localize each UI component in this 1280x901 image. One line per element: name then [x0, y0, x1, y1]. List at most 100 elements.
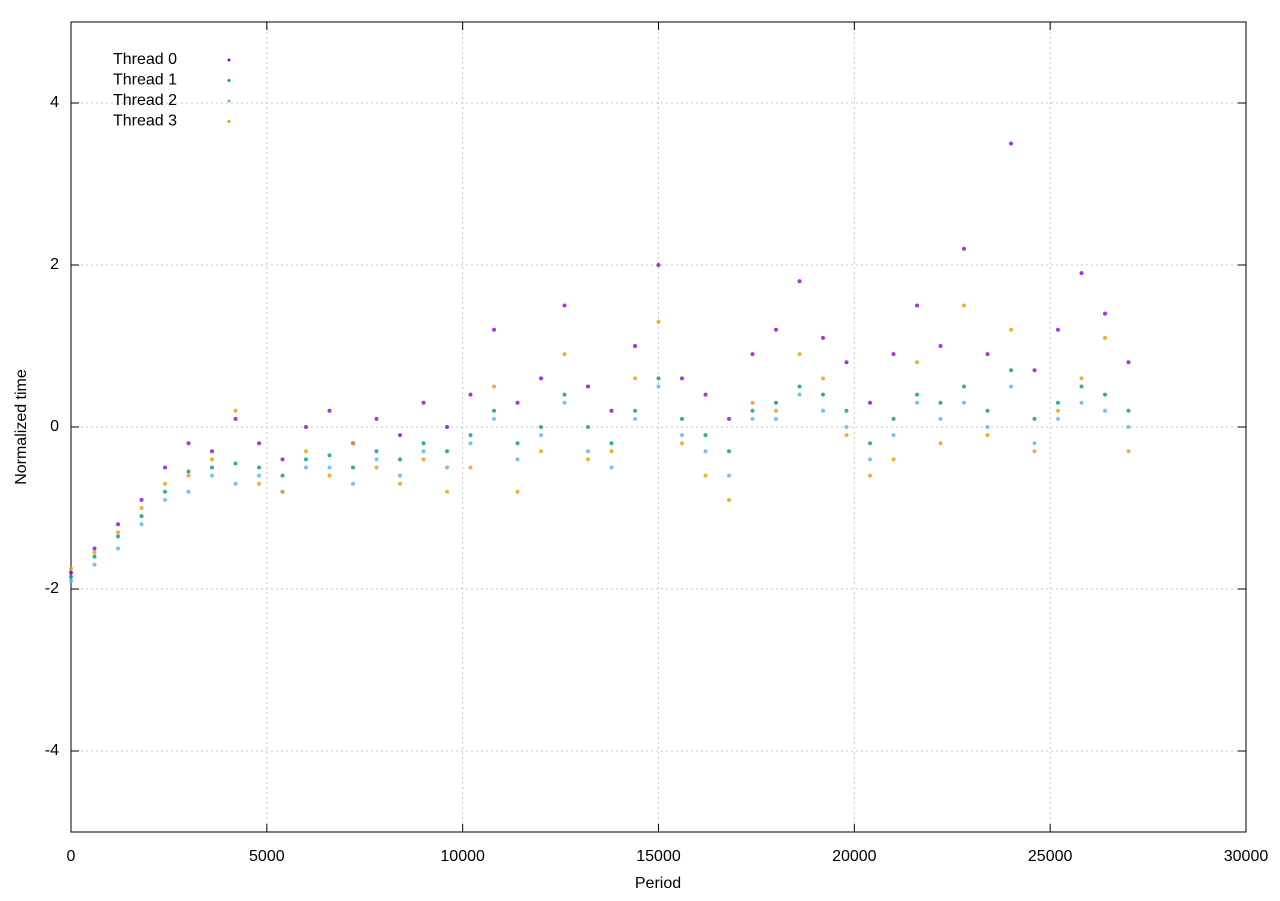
point [280, 473, 285, 478]
y-tick-label: 2 [50, 256, 59, 273]
point [398, 473, 402, 478]
point [304, 457, 308, 462]
point [139, 522, 144, 527]
legend-swatch [227, 79, 231, 82]
point [492, 327, 496, 332]
point [1126, 408, 1131, 413]
point [938, 441, 943, 446]
point [938, 416, 943, 421]
point [116, 530, 120, 535]
point [586, 384, 590, 389]
point [1126, 425, 1131, 429]
point [492, 408, 496, 413]
point [186, 489, 191, 494]
point [868, 473, 872, 478]
x-tick-label: 30000 [1224, 848, 1269, 865]
plot-frame [70, 21, 1247, 833]
point [774, 408, 778, 413]
point [280, 457, 285, 462]
legend-label: Thread 2 [113, 92, 177, 109]
point [1009, 368, 1013, 373]
point [586, 449, 590, 454]
point [304, 449, 308, 454]
point [515, 441, 520, 446]
point [1032, 441, 1037, 446]
point [1103, 408, 1107, 413]
point [515, 489, 520, 494]
point [750, 352, 755, 357]
point [69, 566, 73, 571]
point [1103, 335, 1107, 340]
point [186, 441, 191, 446]
point [210, 449, 214, 454]
point [351, 465, 355, 470]
point [774, 327, 778, 332]
y-tick-label: 0 [50, 418, 59, 435]
point [844, 425, 849, 429]
point [539, 425, 543, 429]
point [515, 400, 520, 405]
point [844, 360, 849, 365]
point [915, 360, 919, 365]
point [1056, 408, 1060, 413]
point [938, 344, 943, 348]
point [163, 465, 167, 470]
point [233, 461, 238, 466]
point [774, 416, 778, 421]
point [515, 457, 520, 462]
point [233, 416, 238, 421]
point [633, 376, 637, 381]
point [562, 352, 567, 357]
point [445, 489, 449, 494]
point [163, 481, 167, 486]
point [327, 408, 332, 413]
point [139, 497, 144, 502]
point [844, 408, 849, 413]
point [374, 457, 379, 462]
x-tick-label: 25000 [1028, 848, 1073, 865]
point [962, 384, 966, 389]
point [1079, 271, 1084, 276]
y-axis-label: Normalized time [13, 369, 30, 485]
point [1126, 449, 1131, 454]
point [915, 303, 919, 308]
point [468, 441, 473, 446]
point [633, 344, 637, 348]
point [1079, 384, 1084, 389]
point [445, 425, 449, 429]
point [821, 376, 825, 381]
x-axis-label: Period [635, 875, 681, 892]
point [985, 408, 990, 413]
point [186, 469, 191, 474]
point [1079, 400, 1084, 405]
point [915, 392, 919, 397]
point [257, 473, 261, 478]
point [680, 376, 684, 381]
point [821, 392, 825, 397]
point [116, 546, 120, 551]
point [680, 433, 684, 438]
legend-swatch [227, 99, 231, 103]
point [656, 376, 661, 381]
point [1056, 416, 1060, 421]
point [844, 433, 849, 438]
point [633, 416, 637, 421]
point [750, 408, 755, 413]
point [139, 506, 144, 510]
x-tick-label: 10000 [440, 848, 485, 865]
point [163, 489, 167, 494]
point [962, 400, 966, 405]
point [92, 546, 97, 551]
point [703, 392, 708, 397]
legend-swatch [227, 58, 231, 62]
point [1126, 360, 1131, 365]
point [374, 449, 379, 454]
x-tick-label: 15000 [636, 848, 681, 865]
x-tick-label: 0 [67, 848, 76, 865]
point [139, 514, 144, 519]
point [797, 279, 802, 284]
y-tick-label: -4 [45, 742, 59, 759]
point [891, 416, 896, 421]
legend-label: Thread 0 [113, 51, 177, 68]
point [915, 400, 919, 405]
